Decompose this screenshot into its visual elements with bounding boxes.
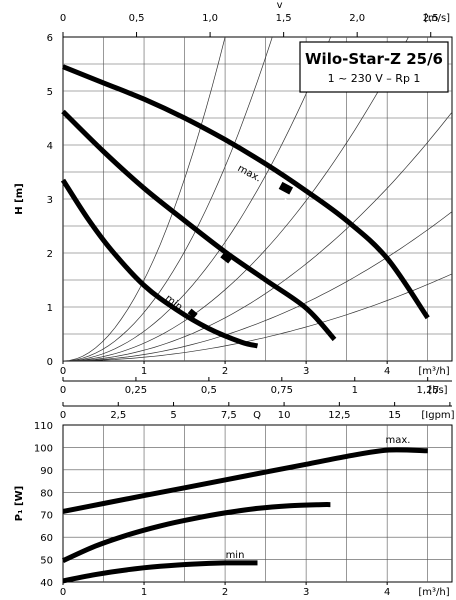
head-ytick: 5 [47,87,53,98]
velocity-unit: [m/s] [424,13,450,24]
secondary-tick: 1,25 [417,385,439,396]
head-ytick: 4 [47,141,53,152]
power-xtick: 0 [60,587,66,598]
system-curve [63,111,452,361]
secondary-tick: 10 [278,410,291,421]
power-curve-mid [61,502,331,563]
velocity-tick: 0,5 [129,13,145,24]
speed-marker-min [187,308,198,319]
secondary-tick: 2,5 [110,410,126,421]
secondary-tick: 12,5 [328,410,350,421]
head-ylabel: H [m] [14,183,25,214]
velocity-tick: 2,0 [349,13,365,24]
flow-q-label: Q [253,410,261,421]
power-ytick: 50 [40,556,53,567]
power-ylabel: P₁ [W] [14,486,25,521]
secondary-tick: 0,25 [125,385,147,396]
system-curve [63,37,332,361]
head-xtick: 3 [303,366,309,377]
chart-subtitle: 1 ~ 230 V – Rp 1 [328,72,421,85]
secondary-tick: 0,75 [271,385,293,396]
head-xtick: 0 [60,366,66,377]
power-xtick: 4 [384,587,390,598]
secondary-tick: 0,5 [201,385,217,396]
velocity-tick: 1,0 [202,13,218,24]
head-xtick: 2 [222,366,228,377]
head-xtick: 1 [141,366,147,377]
title-box [299,41,449,93]
secondary-tick: 0 [60,410,66,421]
power-ytick: 80 [40,488,53,499]
power-xtick: 2 [222,587,228,598]
head-curve-max [62,64,430,320]
power-ytick: 40 [40,578,53,589]
chart-title: Wilo-Star-Z 25/6 [305,50,443,68]
power-x-unit: [m³/h] [418,587,449,598]
system-curve [63,37,226,361]
secondary-tick: 5 [170,410,176,421]
speed-marker-gap [281,198,296,211]
secondary-unit: [Igpm] [421,410,454,421]
head-ytick: 0 [47,357,53,368]
power-curve-min [62,560,258,584]
head-ytick: 3 [47,195,53,206]
head-xtick: 4 [384,366,390,377]
velocity-symbol: v [277,0,283,11]
head-ytick: 6 [47,33,53,44]
power-label-max: max. [386,435,411,446]
head-ytick: 2 [47,249,53,260]
power-label-min: min [226,550,245,561]
power-ytick: 100 [34,443,53,454]
head-x-unit: [m³/h] [418,366,449,377]
secondary-tick: 15 [388,410,401,421]
power-xtick: 1 [141,587,147,598]
head-ytick: 1 [47,303,53,314]
head-curve-mid [61,109,337,342]
secondary-tick: 0 [60,385,66,396]
speed-marker-mid [220,251,234,264]
power-xtick: 3 [303,587,309,598]
power-ytick: 70 [40,511,53,522]
head-curve-min [60,178,259,349]
secondary-tick: 7,5 [221,410,237,421]
secondary-tick: 1 [352,385,358,396]
power-ytick: 110 [34,421,53,432]
power-ytick: 90 [40,466,53,477]
velocity-tick: 1,5 [276,13,292,24]
velocity-tick: 2,5 [423,13,439,24]
power-ytick: 60 [40,533,53,544]
secondary-unit: [l/s] [428,385,447,396]
system-curve [63,273,452,361]
power-curve-max [62,447,428,514]
velocity-tick: 0 [60,13,66,24]
speed-marker-max [278,181,294,195]
system-curve [63,37,273,361]
